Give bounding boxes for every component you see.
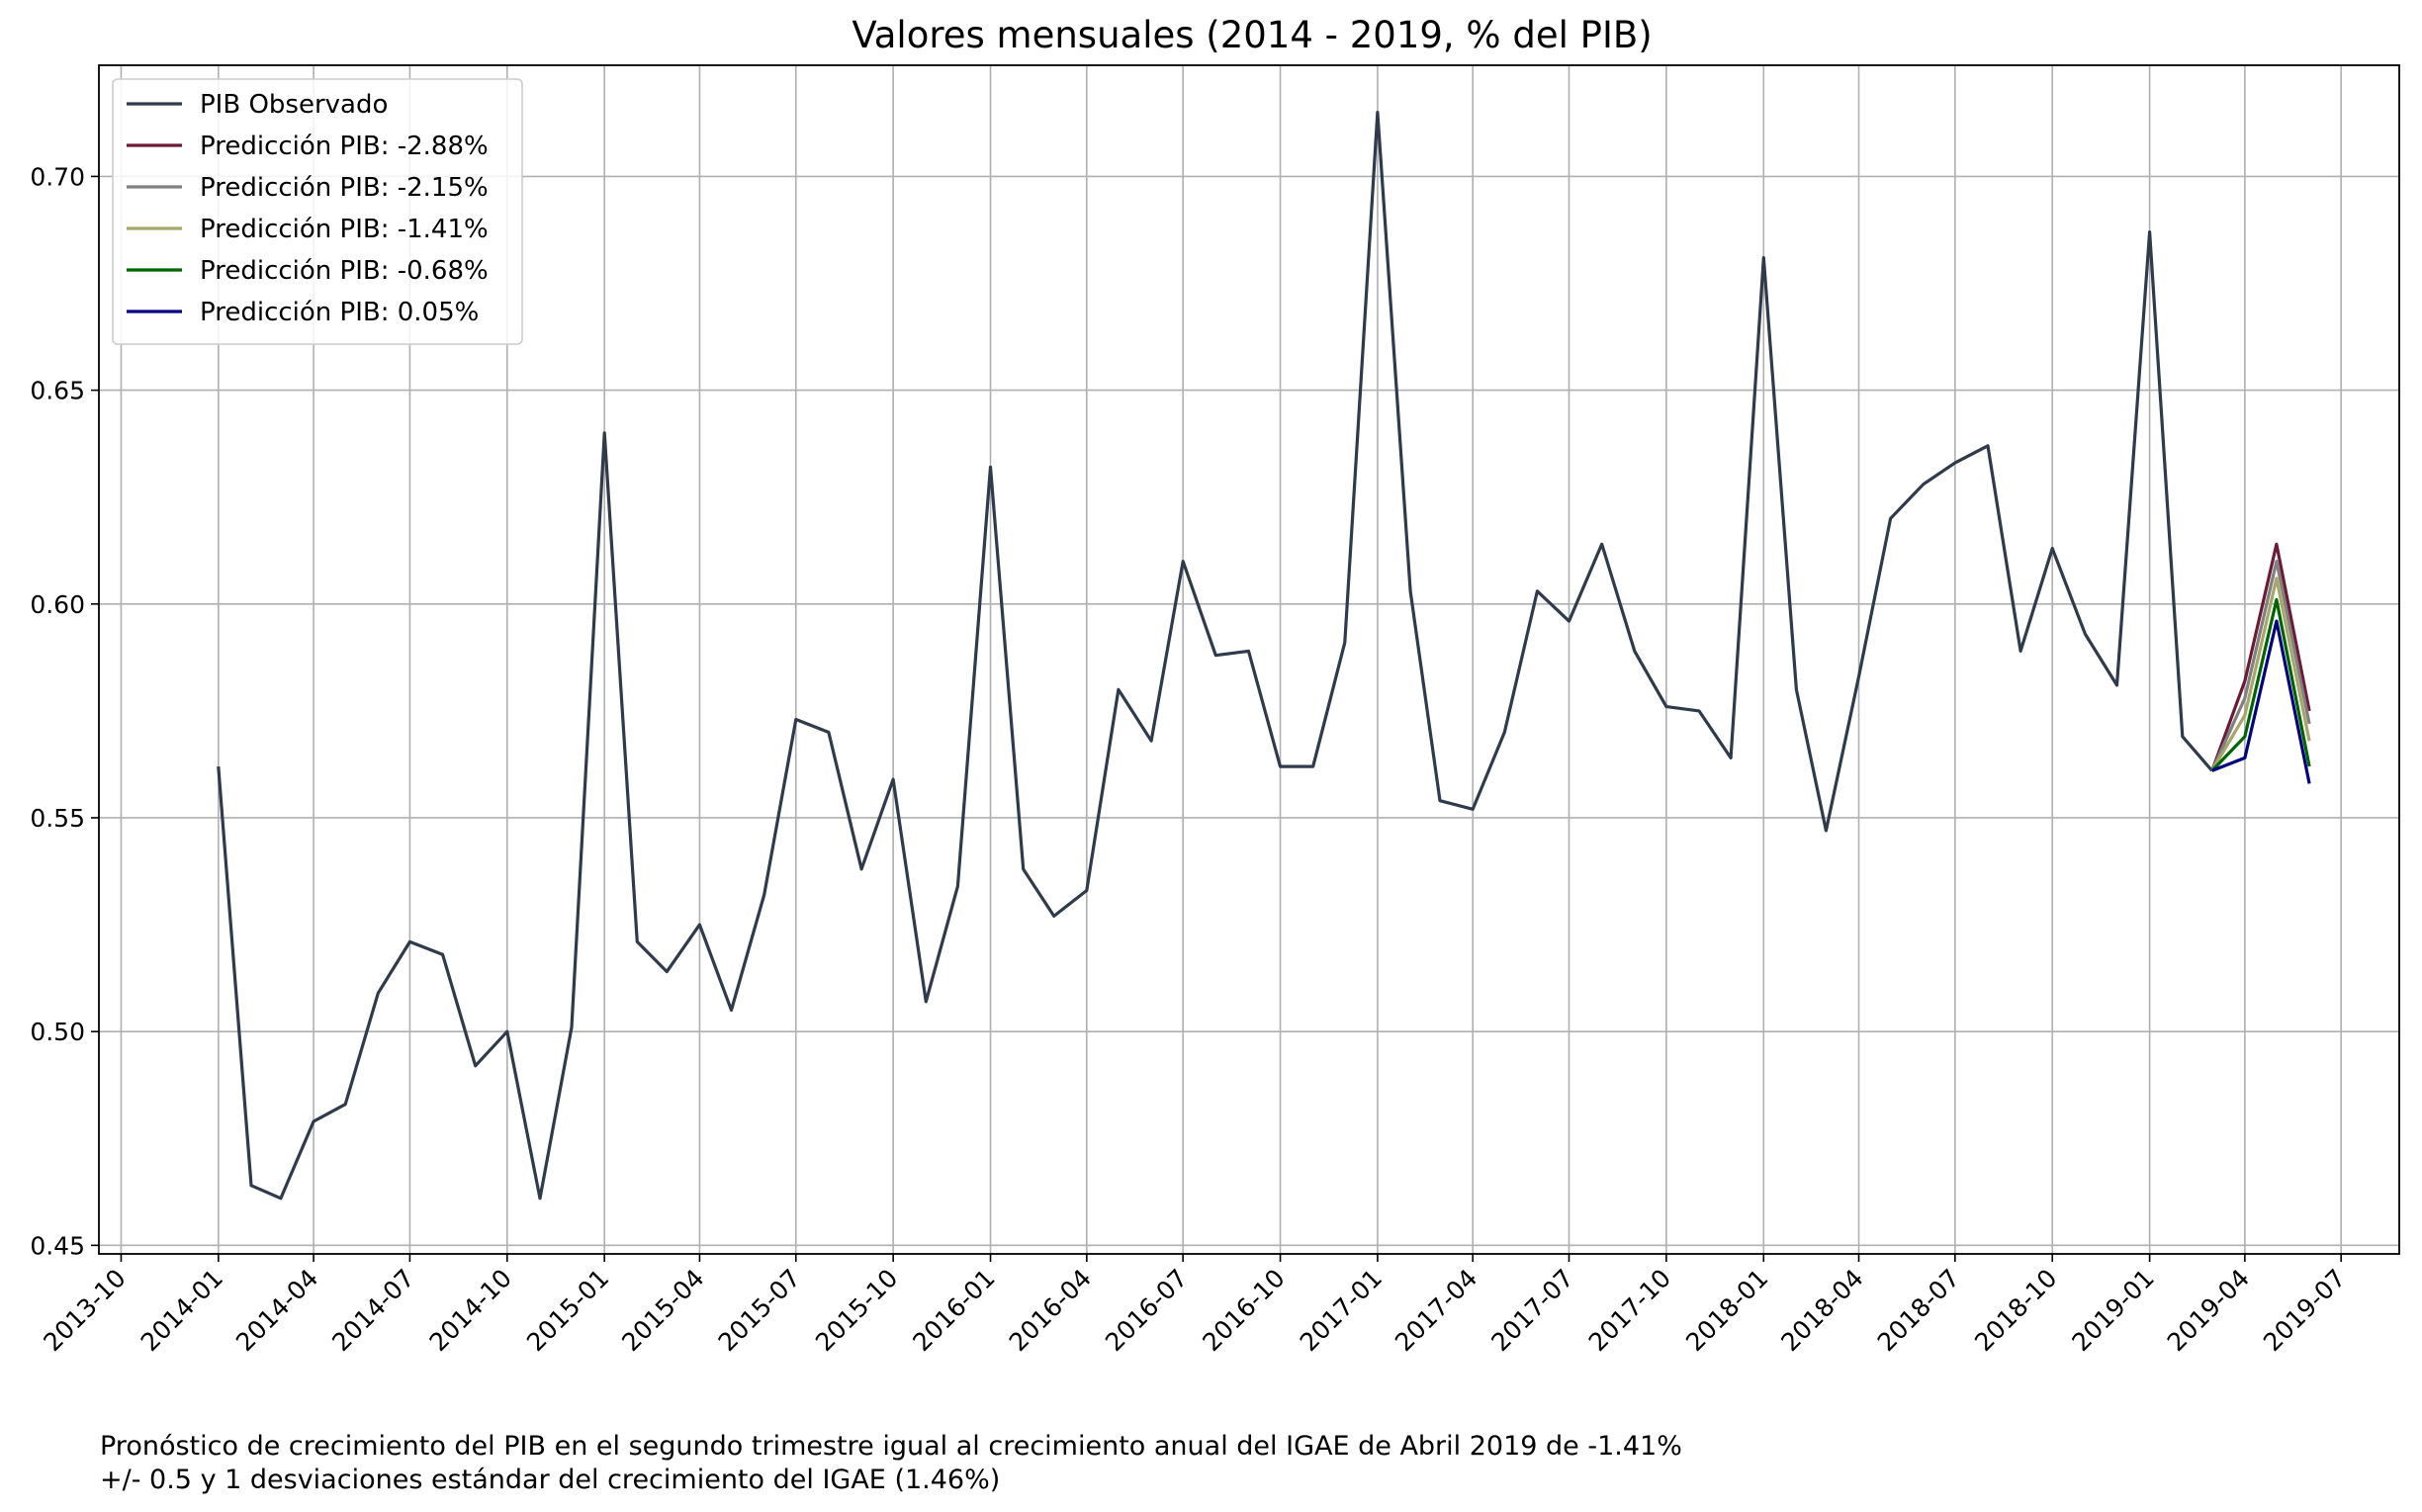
x-tick-label: 2017-01 — [1295, 1264, 1388, 1357]
x-tick-label: 2017-04 — [1390, 1264, 1482, 1357]
x-tick-label: 2017-07 — [1485, 1264, 1578, 1357]
footnote-line-2: +/- 0.5 y 1 desviaciones estándar del cr… — [100, 1465, 1001, 1495]
series-line-prediccion-1 — [2210, 542, 2311, 771]
x-tick-label: 2015-01 — [521, 1264, 614, 1357]
y-tick-label: 0.45 — [30, 1231, 85, 1260]
x-tick-label: 2016-04 — [1004, 1264, 1097, 1357]
x-tick-label: 2018-07 — [1872, 1264, 1965, 1357]
x-tick-label: 2017-10 — [1583, 1264, 1676, 1357]
series-line-prediccion-5 — [2211, 619, 2311, 784]
x-tick-label: 2014-01 — [135, 1264, 228, 1357]
x-tick-label: 2014-04 — [230, 1264, 323, 1357]
y-tick-label: 0.50 — [30, 1018, 85, 1046]
grid — [99, 65, 2399, 1254]
x-tick-label: 2016-10 — [1197, 1264, 1290, 1357]
series-line-prediccion-2 — [2210, 559, 2311, 772]
legend-entry: PIB Observado — [200, 90, 388, 120]
series-lines — [217, 110, 2311, 1201]
x-tick-label: 2018-01 — [1680, 1264, 1773, 1357]
x-tick-label: 2014-07 — [326, 1264, 419, 1357]
footnote-line-1: Pronóstico de crecimiento del PIB en el … — [100, 1431, 1682, 1462]
y-tick-label: 0.65 — [30, 377, 85, 405]
x-tick-label: 2019-04 — [2162, 1264, 2255, 1357]
legend-entry: Predicción PIB: -0.68% — [200, 256, 489, 286]
legend-entry: Predicción PIB: 0.05% — [200, 298, 479, 327]
x-tick-label: 2016-07 — [1100, 1264, 1193, 1357]
legend-entry: Predicción PIB: -1.41% — [200, 215, 489, 244]
series-line-prediccion-4 — [2210, 597, 2311, 772]
x-tick-label: 2019-01 — [2066, 1264, 2159, 1357]
x-tick-label: 2014-10 — [424, 1264, 517, 1357]
series-line-prediccion-3 — [2210, 577, 2311, 772]
legend-entry: Predicción PIB: -2.15% — [200, 173, 489, 203]
x-tick-label: 2015-07 — [713, 1264, 806, 1357]
chart-title: Valores mensuales (2014 - 2019, % del PI… — [852, 14, 1652, 56]
legend-entry: Predicción PIB: -2.88% — [200, 132, 489, 161]
y-tick-label: 0.55 — [30, 804, 85, 833]
x-tick-label: 2019-07 — [2258, 1264, 2351, 1357]
x-tick-label: 2013-10 — [38, 1264, 131, 1357]
x-tick-label: 2015-04 — [616, 1264, 709, 1357]
y-tick-label: 0.70 — [30, 162, 85, 191]
series-line-pib-observado — [217, 110, 2213, 1201]
x-tick-label: 2018-10 — [1969, 1264, 2062, 1357]
x-tick-label: 2016-01 — [907, 1264, 1000, 1357]
x-tick-label: 2018-04 — [1775, 1264, 1868, 1357]
plot-frame — [98, 64, 2400, 1255]
x-tick-label: 2015-10 — [810, 1264, 903, 1357]
legend-box — [112, 78, 523, 345]
legend: PIB Observado Predicción PIB: -2.88% Predi… — [112, 78, 523, 345]
y-tick-label: 0.60 — [30, 590, 85, 619]
